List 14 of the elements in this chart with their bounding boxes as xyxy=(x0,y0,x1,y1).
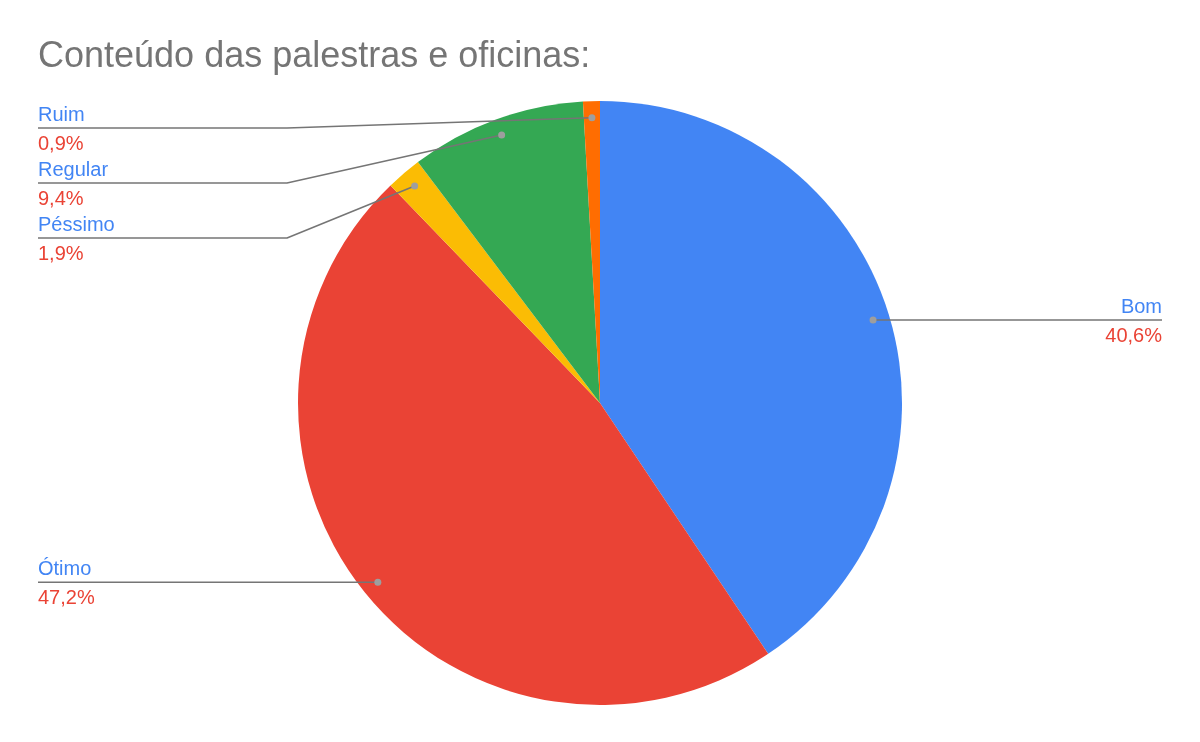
pie-slice xyxy=(417,101,600,403)
slice-label: Regular xyxy=(38,158,109,180)
data-label: 40,6% xyxy=(1105,323,1163,346)
pie-slice xyxy=(298,185,769,705)
slice-label: Ruim xyxy=(38,103,85,125)
data-label: 47,2% xyxy=(38,586,95,609)
data-label: 0,9% xyxy=(38,132,84,154)
data-label: 1,9% xyxy=(38,242,84,264)
slice-label: Bom xyxy=(1120,294,1162,317)
chart-title: Conteúdo das palestras e oficinas: xyxy=(38,34,591,75)
slice-label: Péssimo xyxy=(38,213,115,235)
pie-slice xyxy=(600,101,902,654)
data-label: 9,4% xyxy=(38,187,84,209)
slice-label: Ótimo xyxy=(38,557,92,580)
